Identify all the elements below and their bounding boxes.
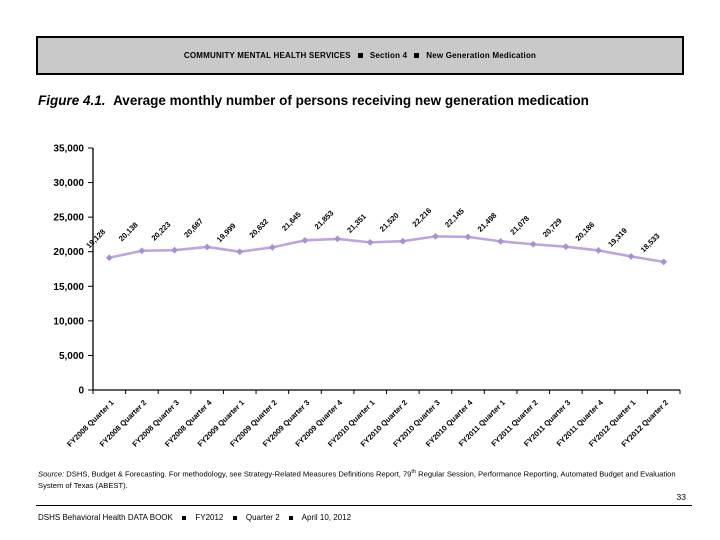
footer-book-title: DSHS Behavioral Health DATA BOOK — [38, 513, 173, 522]
header-section-topic: New Generation Medication — [426, 51, 537, 60]
series-line — [109, 235, 664, 264]
data-point-label: 22,145 — [443, 206, 466, 229]
square-bullet-icon — [414, 53, 420, 58]
data-point-label: 21,520 — [378, 211, 401, 234]
data-point-label: 20,138 — [117, 220, 140, 243]
series-marker — [399, 237, 407, 245]
series-marker — [171, 246, 178, 254]
footer: DSHS Behavioral Health DATA BOOK FY2012 … — [38, 513, 688, 522]
data-point-label: 20,186 — [574, 220, 597, 243]
y-tick-label: 30,000 — [53, 178, 84, 189]
chart-svg: 0 5,000 10,000 15,000 20,000 25,000 30,000 35,0… — [53, 144, 681, 449]
series-marker — [529, 240, 537, 248]
source-note: Source: DSHS, Budget & Forecasting. For … — [38, 468, 688, 492]
series-marker — [268, 243, 276, 251]
data-point-label: 20,223 — [150, 220, 173, 243]
square-bullet-icon — [232, 515, 237, 520]
source-body-1: DSHS, Budget & Forecasting. For methodol… — [64, 469, 412, 479]
data-point-label: 21,498 — [476, 211, 499, 234]
data-point-label: 21,351 — [345, 211, 368, 234]
data-point-label: 21,645 — [280, 209, 303, 232]
series-marker — [334, 235, 341, 243]
data-point-label: 20,687 — [182, 217, 205, 240]
y-tick-label: 0 — [78, 386, 84, 397]
data-point-label: 19,319 — [606, 226, 629, 249]
data-point-label: 19,128 — [84, 227, 107, 250]
source-prefix: Source: — [38, 469, 65, 479]
series-marker — [366, 238, 374, 246]
figure-title-body: Average monthly number of persons receiv… — [113, 93, 589, 108]
data-point-label: 22,216 — [410, 206, 433, 229]
data-point-label: 21,853 — [313, 209, 336, 232]
y-tick-label: 5,000 — [59, 351, 84, 362]
series-marker — [138, 247, 146, 255]
header-section-number: Section 4 — [369, 51, 408, 60]
series-marker — [301, 236, 309, 244]
y-tick-label: 35,000 — [53, 144, 84, 155]
series-marker — [464, 233, 472, 241]
series-marker — [627, 253, 635, 260]
page-number: 33 — [676, 492, 686, 502]
source-body-2: Regular Session, Performance Reporting, … — [38, 469, 676, 491]
figure-number-label: Figure 4.1. — [38, 93, 106, 108]
square-bullet-icon — [357, 53, 363, 58]
footer-date: April 10, 2012 — [301, 513, 352, 522]
square-bullet-icon — [182, 515, 187, 520]
data-point-label: 19,999 — [215, 221, 238, 244]
series-marker — [236, 248, 244, 256]
page-header-banner: COMMUNITY MENTAL HEALTH SERVICES Section… — [36, 36, 684, 75]
y-tick-label: 20,000 — [53, 247, 84, 258]
square-bullet-icon — [288, 515, 293, 520]
data-point-label: 20,729 — [541, 216, 564, 239]
y-tick-label: 10,000 — [53, 316, 84, 327]
footer-fiscal-year: FY2012 — [195, 513, 224, 522]
y-tick-label: 25,000 — [53, 213, 84, 224]
series-marker — [562, 243, 570, 251]
header-section-title: COMMUNITY MENTAL HEALTH SERVICES — [183, 51, 351, 60]
series-marker — [203, 243, 211, 251]
data-point-label: 21,078 — [508, 214, 531, 237]
source-superscript: th — [411, 469, 416, 475]
series-marker — [432, 232, 439, 240]
figure-title: Figure 4.1. Average monthly number of pe… — [38, 92, 638, 110]
line-chart: 0 5,000 10,000 15,000 20,000 25,000 30,000 35,0… — [38, 140, 694, 470]
series-marker — [497, 237, 505, 245]
footer-divider — [36, 505, 692, 506]
footer-quarter: Quarter 2 — [245, 513, 280, 522]
series-marker — [105, 254, 113, 262]
data-point-label: 20,632 — [247, 217, 270, 240]
y-tick-label: 15,000 — [53, 282, 84, 293]
series-marker — [660, 258, 668, 266]
data-point-label: 18,533 — [639, 231, 662, 254]
series-marker — [595, 247, 602, 254]
